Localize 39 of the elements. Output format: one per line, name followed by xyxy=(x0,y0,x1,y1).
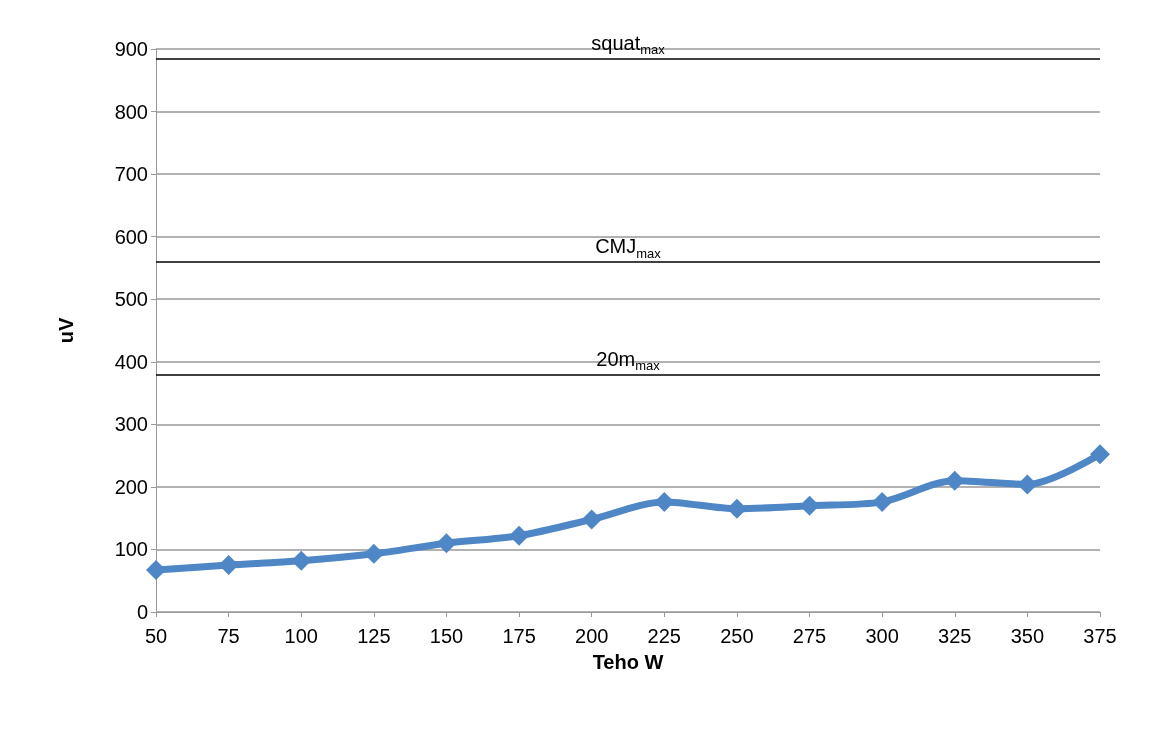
y-tick-label: 200 xyxy=(114,475,148,498)
y-tick-label: 0 xyxy=(136,601,148,623)
point xyxy=(509,525,530,546)
y-tick-label: 800 xyxy=(114,100,148,123)
x-tick-label: 375 xyxy=(1083,625,1117,647)
y-tick-label: 600 xyxy=(114,225,148,248)
y-tick-label: 100 xyxy=(114,538,148,561)
point xyxy=(654,491,675,512)
point xyxy=(1090,444,1110,465)
x-tick-label: 325 xyxy=(938,625,972,647)
x-tick-label: 100 xyxy=(284,625,318,647)
x-tick-label: 125 xyxy=(357,625,391,647)
x-axis-title: Teho W xyxy=(592,651,664,673)
x-tick-label: 200 xyxy=(575,625,609,647)
x-tick-label: 75 xyxy=(217,625,240,647)
x-tick-label: 300 xyxy=(865,625,899,647)
point xyxy=(1017,474,1038,495)
y-axis-title: uV xyxy=(55,317,77,344)
point xyxy=(218,555,239,576)
y-tick-label: 300 xyxy=(114,413,148,436)
y-tick-label: 500 xyxy=(114,288,148,311)
x-tick-label: 50 xyxy=(144,625,168,647)
point xyxy=(799,495,820,516)
point xyxy=(363,543,384,564)
x-tick-label: 250 xyxy=(720,625,754,647)
point xyxy=(436,533,457,554)
point xyxy=(872,491,893,512)
x-tick-label: 150 xyxy=(429,625,464,647)
y-tick-label: 700 xyxy=(114,163,148,186)
x-tick-label: 350 xyxy=(1010,625,1045,647)
y-tick-label: 900 xyxy=(114,38,148,60)
point xyxy=(146,560,166,581)
x-tick-label: 225 xyxy=(647,625,681,647)
point xyxy=(291,550,312,571)
point xyxy=(581,509,602,530)
y-tick-label: 400 xyxy=(114,350,148,373)
point xyxy=(944,470,965,491)
x-tick-label: 275 xyxy=(792,625,827,647)
x-tick-label: 175 xyxy=(502,625,536,647)
